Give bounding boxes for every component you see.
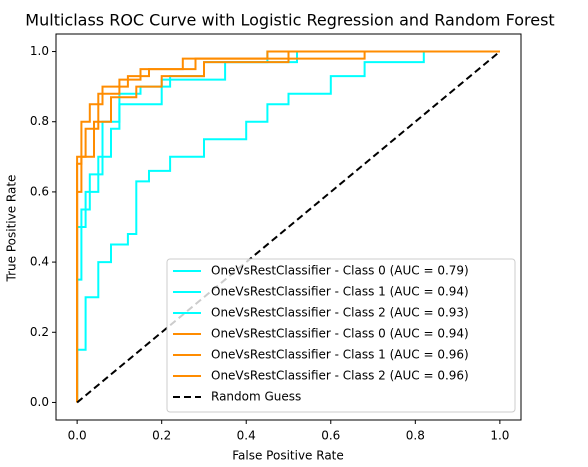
roc-line: [76, 50, 501, 404]
roc-line: [76, 50, 500, 403]
x-tick-label: 1.0: [490, 429, 509, 443]
legend-label: OneVsRestClassifier - Class 0 (AUC = 0.9…: [211, 327, 469, 341]
y-tick-label: 0.4: [30, 255, 49, 269]
y-tick-label: 0.0: [30, 395, 49, 409]
x-axis-label: False Positive Rate: [232, 449, 344, 463]
x-tick-label: 0.2: [152, 429, 171, 443]
legend-label: OneVsRestClassifier - Class 1 (AUC = 0.9…: [211, 348, 469, 362]
y-tick-label: 0.8: [30, 114, 49, 128]
y-tick-label: 0.6: [30, 184, 49, 198]
legend-label: OneVsRestClassifier - Class 0 (AUC = 0.7…: [211, 264, 469, 278]
y-tick-label: 0.2: [30, 325, 49, 339]
y-tick-label: 1.0: [30, 44, 49, 58]
legend-label: Random Guess: [211, 390, 301, 404]
legend-label: OneVsRestClassifier - Class 2 (AUC = 0.9…: [211, 369, 469, 383]
x-tick-label: 0.0: [68, 429, 87, 443]
plot-frame: [55, 33, 522, 421]
roc-line: [76, 50, 500, 403]
y-axis-label: True Positive Rate: [5, 175, 19, 283]
legend-label: OneVsRestClassifier - Class 2 (AUC = 0.9…: [211, 306, 469, 320]
chart-title: Multiclass ROC Curve with Logistic Regre…: [25, 11, 554, 30]
legend-box: [166, 258, 516, 413]
x-tick-label: 0.4: [237, 429, 256, 443]
x-tick-label: 0.8: [406, 429, 425, 443]
x-tick-label: 0.6: [321, 429, 340, 443]
legend-label: OneVsRestClassifier - Class 1 (AUC = 0.9…: [211, 285, 469, 299]
